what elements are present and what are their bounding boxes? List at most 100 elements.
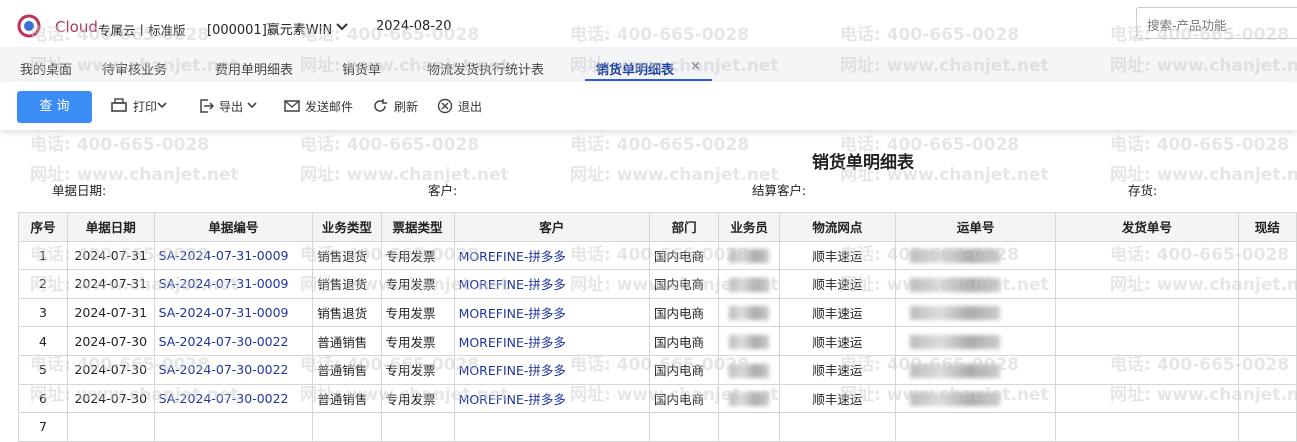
redacted-block bbox=[729, 363, 770, 378]
refresh-button[interactable]: 刷新 bbox=[394, 100, 419, 114]
redacted-block bbox=[729, 249, 770, 264]
active-tab[interactable]: 销货单明细表 bbox=[596, 63, 675, 78]
table-cell[interactable]: SA-2024-07-31-0009 bbox=[153, 240, 314, 271]
watermark: 网址: www.chanjet.net bbox=[570, 165, 779, 185]
table-cell bbox=[1055, 297, 1239, 328]
table-cell[interactable]: SA-2024-07-30-0022 bbox=[153, 383, 314, 414]
table-row[interactable]: 5 2024-07-30 SA-2024-07-30-0022 普通销售 专用发票 MOR… bbox=[18, 354, 1297, 385]
email-button[interactable]: 发送邮件 bbox=[305, 100, 354, 114]
column-header: 客户 bbox=[453, 212, 651, 242]
table-cell: 国内电商 bbox=[649, 297, 720, 328]
account[interactable]: [000001]赢元素WIN bbox=[207, 23, 333, 38]
table-cell: 2024-07-31 bbox=[66, 240, 155, 271]
header-row: 序号 单据日期 单据编号 业务类型 票据类型 客户 部门 业务员 物流网点 运单号 发货单号 现结 bbox=[18, 212, 1297, 242]
dropdown-icon[interactable] bbox=[247, 102, 257, 110]
table-cell[interactable]: SA-2024-07-30-0022 bbox=[153, 326, 314, 356]
table-cell: 1 bbox=[18, 240, 68, 271]
table-cell[interactable]: SA-2024-07-30-0022 bbox=[153, 354, 314, 385]
column-header: 票据类型 bbox=[380, 212, 455, 242]
table-cell: 顺丰速运 bbox=[778, 297, 896, 328]
table-cell: 专用发票 bbox=[380, 326, 455, 356]
table-cell bbox=[894, 297, 1057, 328]
exit-button[interactable]: 退出 bbox=[458, 100, 483, 114]
table-row[interactable]: 6 2024-07-30 SA-2024-07-30-0022 普通销售 专用发票 MOR… bbox=[18, 383, 1297, 414]
column-header: 现结 bbox=[1237, 212, 1297, 242]
redacted-block bbox=[729, 334, 770, 349]
table-cell: 顺丰速运 bbox=[778, 354, 896, 385]
table-cell bbox=[718, 240, 780, 271]
table-row[interactable]: 4 2024-07-30 SA-2024-07-30-0022 普通销售 专用发票 MOR… bbox=[18, 326, 1297, 356]
table-cell: 2024-07-30 bbox=[66, 354, 155, 385]
redacted-block bbox=[909, 306, 1000, 321]
table-cell bbox=[894, 326, 1057, 356]
table-cell: 5 bbox=[18, 354, 68, 385]
table-cell: 顺丰速运 bbox=[778, 326, 896, 356]
redacted-block bbox=[909, 363, 1000, 378]
table-cell bbox=[718, 383, 780, 414]
table-cell: MOREFINE-拼多多 bbox=[453, 297, 651, 328]
tab[interactable]: 待审核业务 bbox=[102, 63, 168, 78]
table-cell bbox=[1237, 354, 1297, 385]
table-cell: 2024-07-31 bbox=[66, 297, 155, 328]
query-button[interactable]: 查 询 bbox=[17, 91, 92, 123]
redacted-block bbox=[729, 306, 770, 321]
column-header: 物流网点 bbox=[778, 212, 896, 242]
redacted-block bbox=[909, 249, 1000, 264]
export-button[interactable]: 导出 bbox=[219, 100, 244, 114]
toolbar: 查 询 打印 导出 发送邮件 刷新 退出 bbox=[0, 82, 1297, 130]
table-cell: 2024-07-30 bbox=[66, 383, 155, 414]
dropdown-icon[interactable] bbox=[336, 22, 348, 32]
tab[interactable]: 费用单明细表 bbox=[215, 63, 294, 78]
table-cell: MOREFINE-拼多多 bbox=[453, 383, 651, 414]
table-cell bbox=[1237, 383, 1297, 414]
print-icon bbox=[111, 98, 127, 112]
edition: 专属云丨标准版 bbox=[98, 23, 186, 38]
refresh-icon bbox=[374, 99, 387, 112]
table-cell: 普通销售 bbox=[312, 383, 382, 414]
column-header: 发货单号 bbox=[1055, 212, 1239, 242]
dropdown-icon[interactable] bbox=[157, 102, 167, 110]
table-row[interactable]: 2 2024-07-31 SA-2024-07-31-0009 销售退货 专用发票 MOR… bbox=[18, 269, 1297, 299]
filter-label: 单据日期: bbox=[52, 183, 107, 198]
table-cell[interactable]: SA-2024-07-31-0009 bbox=[153, 269, 314, 299]
table-cell: 专用发票 bbox=[380, 269, 455, 299]
table-cell bbox=[1237, 240, 1297, 271]
table-row[interactable]: 1 2024-07-31 SA-2024-07-31-0009 销售退货 专用发票 MOR… bbox=[18, 240, 1297, 271]
email-icon bbox=[284, 100, 300, 112]
table-cell bbox=[1055, 326, 1239, 356]
table-cell: 顺丰速运 bbox=[778, 269, 896, 299]
filter-label: 客户: bbox=[428, 183, 458, 198]
report-title: 销货单明细表 bbox=[812, 153, 914, 173]
print-button[interactable]: 打印 bbox=[133, 100, 158, 114]
table-cell: 销售退货 bbox=[312, 297, 382, 328]
active-tab-underline bbox=[585, 79, 712, 81]
table-cell: 专用发票 bbox=[380, 354, 455, 385]
table-cell bbox=[1055, 240, 1239, 271]
table-cell bbox=[1055, 354, 1239, 385]
table-cell bbox=[718, 297, 780, 328]
table-cell: 普通销售 bbox=[312, 354, 382, 385]
tab[interactable]: 物流发货执行统计表 bbox=[427, 63, 545, 78]
tab[interactable]: 我的桌面 bbox=[20, 63, 73, 78]
tab[interactable]: 销货单 bbox=[342, 63, 382, 78]
table-cell: 4 bbox=[18, 326, 68, 356]
table-cell bbox=[1237, 326, 1297, 356]
column-header: 单据日期 bbox=[66, 212, 155, 242]
table-cell: MOREFINE-拼多多 bbox=[453, 240, 651, 271]
redacted-block bbox=[729, 277, 770, 292]
redacted-block bbox=[729, 392, 770, 407]
table-row[interactable]: 3 2024-07-31 SA-2024-07-31-0009 销售退货 专用发票 MOR… bbox=[18, 297, 1297, 328]
watermark: 电话: 400-665-0028 bbox=[1110, 135, 1290, 155]
export-icon bbox=[200, 99, 214, 113]
table-cell[interactable]: SA-2024-07-31-0009 bbox=[153, 297, 314, 328]
filter-label: 结算客户: bbox=[752, 183, 807, 198]
table-cell bbox=[718, 326, 780, 356]
table-cell bbox=[894, 269, 1057, 299]
table-cell bbox=[894, 383, 1057, 414]
search-box[interactable]: 搜索-产品功能 bbox=[1136, 7, 1297, 39]
table-cell bbox=[718, 269, 780, 299]
table-cell: 国内电商 bbox=[649, 326, 720, 356]
table-cell: MOREFINE-拼多多 bbox=[453, 354, 651, 385]
tab-close[interactable]: × bbox=[690, 59, 701, 74]
